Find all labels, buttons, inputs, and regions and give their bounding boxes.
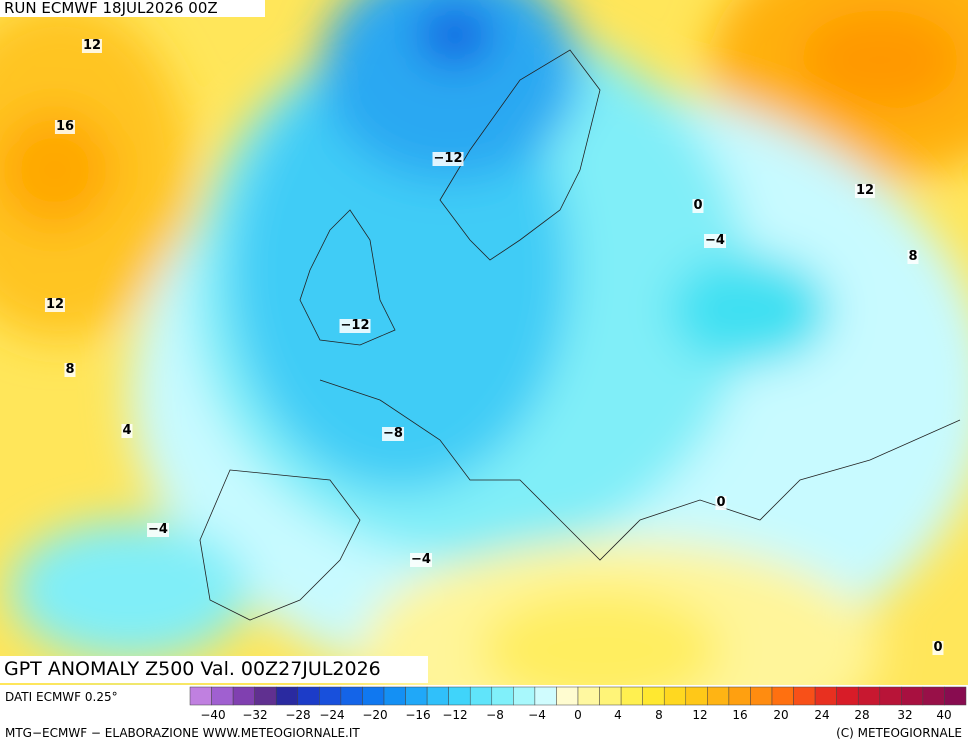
scale-swatch	[426, 686, 449, 706]
map	[0, 0, 968, 685]
scale-swatch	[793, 686, 816, 706]
scale-swatch	[707, 686, 730, 706]
contour-label: 0	[932, 640, 944, 655]
scale-swatch	[728, 686, 751, 706]
contour-label: 16	[54, 119, 76, 134]
scale-swatch	[534, 686, 557, 706]
scale-label: −8	[486, 708, 504, 722]
scale-label: 0	[574, 708, 582, 722]
scale-label: 4	[614, 708, 622, 722]
contour-label: 0	[692, 198, 704, 213]
scale-swatch	[901, 686, 924, 706]
coastlines	[199, 49, 961, 621]
scale-swatch	[211, 686, 234, 706]
scale-label: −32	[242, 708, 268, 722]
scale-label: −40	[200, 708, 226, 722]
scale-swatch	[556, 686, 579, 706]
scale-label: 12	[692, 708, 708, 722]
contour-label: −12	[339, 318, 371, 333]
scale-swatch	[922, 686, 945, 706]
contour-label: 8	[64, 362, 76, 377]
scale-label: 16	[732, 708, 748, 722]
contour-label: −4	[410, 552, 432, 567]
scale-swatch	[836, 686, 859, 706]
scale-label: 28	[854, 708, 870, 722]
contour-label: −4	[704, 233, 726, 248]
scale-swatch	[362, 686, 385, 706]
scale-swatch	[620, 686, 643, 706]
contour-label: −8	[382, 426, 404, 441]
contour-label: 12	[854, 183, 876, 198]
scale-swatch	[577, 686, 600, 706]
scale-swatch	[642, 686, 665, 706]
contour-label: 12	[44, 297, 66, 312]
source: DATI ECMWF 0.25°	[5, 690, 118, 704]
scale-swatch	[383, 686, 406, 706]
anomaly-field	[0, 0, 968, 685]
scale-swatch	[750, 686, 773, 706]
copyright: (C) METEOGIORNALE	[836, 726, 962, 740]
scale-swatch	[685, 686, 708, 706]
scale-label: −24	[319, 708, 345, 722]
scale-swatch	[448, 686, 471, 706]
contour-label: −12	[432, 151, 464, 166]
scale-swatch	[879, 686, 902, 706]
scale-label: −20	[362, 708, 388, 722]
scale-swatch	[340, 686, 363, 706]
scale-label: 20	[773, 708, 789, 722]
map-title: GPT ANOMALY Z500 Val. 00Z27JUL2026	[0, 656, 428, 683]
scale-label: −16	[405, 708, 431, 722]
scale-label: −4	[528, 708, 546, 722]
scale-swatch	[319, 686, 342, 706]
contour-label: 0	[715, 495, 727, 510]
scale-swatch	[405, 686, 428, 706]
scale-swatch	[663, 686, 687, 706]
scale-label: 24	[814, 708, 830, 722]
credit: MTG−ECMWF − ELABORAZIONE WWW.METEOGIORNA…	[5, 726, 360, 740]
scale-swatch	[232, 686, 255, 706]
scale-label: 40	[936, 708, 952, 722]
contour-label: 4	[121, 423, 133, 438]
scale-swatch	[771, 686, 794, 706]
scale-swatch	[944, 686, 967, 706]
scale-swatch	[857, 686, 881, 706]
scale-label: 8	[655, 708, 663, 722]
scale-swatch	[254, 686, 277, 706]
scale-swatch	[814, 686, 837, 706]
scale-swatch	[469, 686, 493, 706]
contour-label: −4	[147, 522, 169, 537]
scale-swatch	[599, 686, 622, 706]
scale-swatch	[275, 686, 299, 706]
scale-label: −12	[442, 708, 468, 722]
contour-label: 12	[81, 38, 103, 53]
color-scale	[189, 686, 967, 706]
scale-swatch	[189, 686, 212, 706]
scale-swatch	[491, 686, 514, 706]
scale-swatch	[513, 686, 536, 706]
contour-label: 8	[907, 249, 919, 264]
scale-label: −28	[285, 708, 311, 722]
scale-label: 32	[897, 708, 913, 722]
run-title: RUN ECMWF 18JUL2026 00Z	[0, 0, 265, 17]
scale-swatch	[297, 686, 320, 706]
